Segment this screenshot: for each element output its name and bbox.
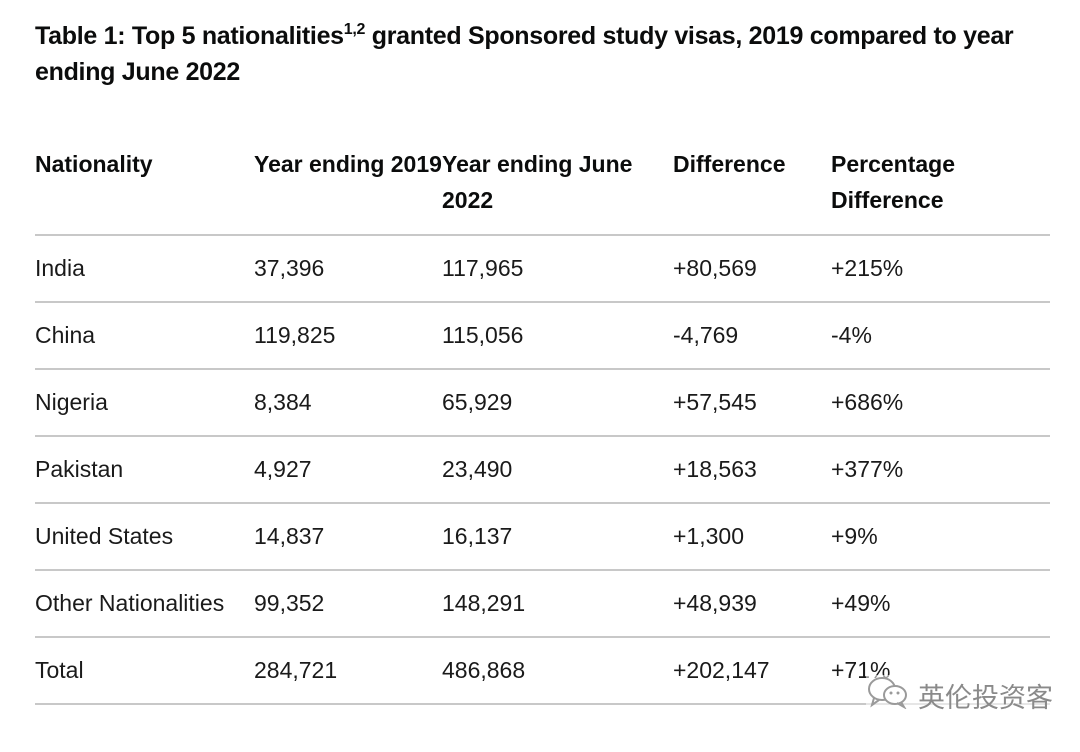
cell-year-2019: 37,396 bbox=[254, 235, 442, 303]
header-row: Nationality Year ending 2019 Year ending… bbox=[35, 142, 1050, 236]
cell-year-2019: 8,384 bbox=[254, 369, 442, 437]
cell-year-2019: 99,352 bbox=[254, 570, 442, 638]
cell-difference: -4,769 bbox=[673, 302, 831, 370]
watermark-text: 英伦投资客 bbox=[918, 682, 1053, 713]
cell-year-2019: 4,927 bbox=[254, 436, 442, 504]
cell-year-june-2022: 486,868 bbox=[442, 637, 673, 705]
visa-table: Nationality Year ending 2019 Year ending… bbox=[35, 142, 1050, 705]
header-nationality: Nationality bbox=[35, 142, 254, 236]
cell-year-june-2022: 115,056 bbox=[442, 302, 673, 370]
cell-nationality: Total bbox=[35, 637, 254, 705]
table-row: United States 14,837 16,137 +1,300 +9% bbox=[35, 503, 1050, 571]
footnote-reference: 1,2 bbox=[343, 21, 366, 38]
cell-percentage-difference: +686% bbox=[831, 369, 1050, 437]
cell-difference: +202,147 bbox=[673, 637, 831, 705]
table-row: Nigeria 8,384 65,929 +57,545 +686% bbox=[35, 369, 1050, 437]
cell-year-2019: 284,721 bbox=[254, 637, 442, 705]
table-row: Pakistan 4,927 23,490 +18,563 +377% bbox=[35, 436, 1050, 504]
cell-year-june-2022: 148,291 bbox=[442, 570, 673, 638]
cell-nationality: Nigeria bbox=[35, 369, 254, 437]
cell-nationality: India bbox=[35, 235, 254, 303]
table-row: China 119,825 115,056 -4,769 -4% bbox=[35, 302, 1050, 370]
table-row: Other Nationalities 99,352 148,291 +48,939 +… bbox=[35, 570, 1050, 638]
cell-difference: +48,939 bbox=[673, 570, 831, 638]
cell-percentage-difference: +49% bbox=[831, 570, 1050, 638]
cell-year-june-2022: 16,137 bbox=[442, 503, 673, 571]
title-text-continued: granted Sponsored study visas, 2019 comp… bbox=[35, 22, 1014, 86]
cell-nationality: Other Nationalities bbox=[35, 570, 254, 638]
cell-year-june-2022: 23,490 bbox=[442, 436, 673, 504]
cell-difference: +57,545 bbox=[673, 369, 831, 437]
cell-year-june-2022: 65,929 bbox=[442, 369, 673, 437]
cell-difference: +80,569 bbox=[673, 235, 831, 303]
cell-nationality: United States bbox=[35, 503, 254, 571]
watermark: 英伦投资客 bbox=[866, 675, 1053, 715]
table-row: India 37,396 117,965 +80,569 +215% bbox=[35, 235, 1050, 303]
cell-nationality: Pakistan bbox=[35, 436, 254, 504]
title-text: Table 1: Top 5 nationalities bbox=[35, 22, 344, 50]
cell-percentage-difference: +377% bbox=[831, 436, 1050, 504]
cell-percentage-difference: -4% bbox=[831, 302, 1050, 370]
wechat-icon bbox=[866, 675, 910, 716]
cell-year-2019: 119,825 bbox=[254, 302, 442, 370]
cell-percentage-difference: +9% bbox=[831, 503, 1050, 571]
cell-difference: +18,563 bbox=[673, 436, 831, 504]
cell-year-2019: 14,837 bbox=[254, 503, 442, 571]
cell-nationality: China bbox=[35, 302, 254, 370]
header-year-2019: Year ending 2019 bbox=[254, 142, 442, 236]
header-percentage-difference: Percentage Difference bbox=[831, 142, 1050, 236]
header-year-june-2022: Year ending June 2022 bbox=[442, 142, 673, 236]
table-title: Table 1: Top 5 nationalities1,2 granted … bbox=[35, 18, 1065, 90]
cell-year-june-2022: 117,965 bbox=[442, 235, 673, 303]
cell-percentage-difference: +215% bbox=[831, 235, 1050, 303]
header-difference: Difference bbox=[673, 142, 831, 236]
cell-difference: +1,300 bbox=[673, 503, 831, 571]
